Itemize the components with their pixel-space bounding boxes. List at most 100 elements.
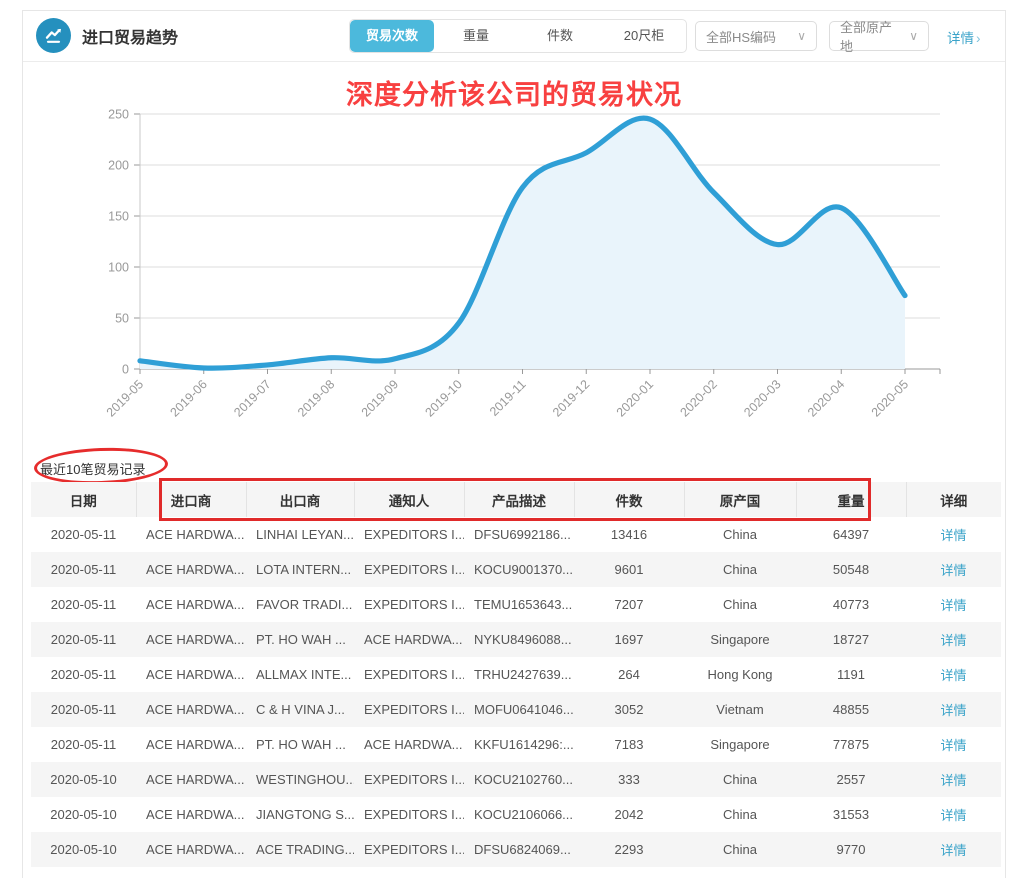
row-detail-link[interactable]: 详情 xyxy=(940,808,967,823)
cell-4: TRHU2427639... xyxy=(474,667,572,682)
cell-4: NYKU8496088... xyxy=(474,632,572,647)
cell-4: DFSU6992186... xyxy=(474,527,571,542)
tab-3[interactable]: 20尺柜 xyxy=(623,28,665,43)
cell-5: 7183 xyxy=(614,737,644,752)
cell-1: ACE HARDWA... xyxy=(146,527,245,542)
svg-text:2019-06: 2019-06 xyxy=(168,377,210,419)
cell-6: China xyxy=(723,772,757,787)
cell-6: China xyxy=(723,562,757,577)
row-detail-link[interactable]: 详情 xyxy=(940,668,967,683)
cell-7: 77875 xyxy=(832,737,870,752)
tab-0[interactable]: 贸易次数 xyxy=(350,20,434,52)
cell-4: TEMU1653643... xyxy=(474,597,573,612)
column-header-1: 进口商 xyxy=(136,482,247,517)
table-row: 2020-05-11 ACE HARDWA... PT. HO WAH ... ACE… xyxy=(31,727,1001,762)
svg-text:2019-08: 2019-08 xyxy=(295,377,337,419)
table-row: 2020-05-11 ACE HARDWA... LINHAI LEYAN... EX… xyxy=(31,517,1001,552)
svg-text:2019-12: 2019-12 xyxy=(550,377,592,419)
chevron-down-icon: ∨ xyxy=(797,29,806,43)
row-detail-link[interactable]: 详情 xyxy=(940,563,967,578)
cell-5: 7207 xyxy=(614,597,644,612)
cell-0: 2020-05-11 xyxy=(50,667,117,682)
column-header-8: 详细 xyxy=(906,482,1001,517)
column-header-5: 件数 xyxy=(574,482,685,517)
cell-4: KOCU9001370... xyxy=(474,562,574,577)
svg-text:2020-01: 2020-01 xyxy=(614,377,656,419)
page-title: 进口贸易趋势 xyxy=(82,29,179,47)
svg-text:2020-05: 2020-05 xyxy=(869,377,911,419)
cell-0: 2020-05-10 xyxy=(50,807,117,822)
red-annotation-title: 深度分析该公司的贸易状况 xyxy=(346,80,682,110)
row-detail-link[interactable]: 详情 xyxy=(940,633,967,648)
cell-4: MOFU0641046... xyxy=(474,702,574,717)
cell-5: 264 xyxy=(618,667,640,682)
cell-6: China xyxy=(723,527,757,542)
cell-3: EXPEDITORS I... xyxy=(364,842,464,857)
row-detail-link[interactable]: 详情 xyxy=(940,773,967,788)
cell-3: EXPEDITORS I... xyxy=(364,702,464,717)
cell-3: ACE HARDWA... xyxy=(364,737,463,752)
row-detail-link[interactable]: 详情 xyxy=(940,703,967,718)
tab-1[interactable]: 重量 xyxy=(462,28,489,43)
row-detail-link[interactable]: 详情 xyxy=(940,528,967,543)
origin-select-value: 全部原产地 xyxy=(840,20,893,54)
column-header-6: 原产国 xyxy=(684,482,797,517)
cell-5: 13416 xyxy=(610,527,648,542)
table-row: 2020-05-10 ACE HARDWA... WESTINGHOU... EXPE… xyxy=(31,762,1001,797)
cell-1: ACE HARDWA... xyxy=(146,702,245,717)
origin-select[interactable]: 全部原产地 ∨ xyxy=(829,20,929,54)
cell-0: 2020-05-10 xyxy=(50,772,117,787)
metric-tab-group: 贸易次数 重量 件数 20尺柜 xyxy=(349,19,687,53)
recent-records-label: 最近10笔贸易记录 xyxy=(40,462,146,477)
cell-6: China xyxy=(723,597,757,612)
cell-1: ACE HARDWA... xyxy=(146,562,245,577)
table-row: 2020-05-10 ACE HARDWA... JIANGTONG S... EXP… xyxy=(31,797,1001,832)
svg-text:2019-10: 2019-10 xyxy=(423,377,465,419)
cell-0: 2020-05-11 xyxy=(50,562,117,577)
cell-3: EXPEDITORS I... xyxy=(364,597,464,612)
cell-1: ACE HARDWA... xyxy=(146,597,245,612)
cell-4: KKFU1614296:... xyxy=(474,737,574,752)
table-row: 2020-05-10 ACE HARDWA... ACE TRADING... EXP… xyxy=(31,832,1001,867)
card-header: 进口贸易趋势 贸易次数 重量 件数 20尺柜 全部HS编码 ∨ 全部原产地 ∨ 详情 › xyxy=(23,11,1005,62)
row-detail-link[interactable]: 详情 xyxy=(940,738,967,753)
svg-text:250: 250 xyxy=(108,108,129,122)
cell-7: 1191 xyxy=(837,667,865,682)
cell-5: 1697 xyxy=(614,632,644,647)
row-detail-link[interactable]: 详情 xyxy=(940,598,967,613)
cell-6: Hong Kong xyxy=(707,667,773,682)
cell-4: KOCU2102760... xyxy=(474,772,574,787)
cell-7: 40773 xyxy=(832,597,870,612)
cell-2: PT. HO WAH ... xyxy=(256,737,346,752)
cell-2: LOTA INTERN... xyxy=(256,562,352,577)
cell-2: C & H VINA J... xyxy=(256,702,345,717)
cell-5: 9601 xyxy=(614,562,644,577)
svg-text:100: 100 xyxy=(108,261,129,275)
table-row: 2020-05-11 ACE HARDWA... C & H VINA J... EX… xyxy=(31,692,1001,727)
title-wrap: 进口贸易趋势 xyxy=(36,18,178,53)
cell-0: 2020-05-11 xyxy=(50,632,117,647)
cell-1: ACE HARDWA... xyxy=(146,737,245,752)
cell-0: 2020-05-11 xyxy=(50,702,117,717)
cell-6: Vietnam xyxy=(716,702,764,717)
cell-7: 31553 xyxy=(832,807,870,822)
cell-3: EXPEDITORS I... xyxy=(364,807,464,822)
trade-records-table: 日期 进口商 出口商 通知人 产品描述 件数 原产国 重量 详细 2020-05-11 ACE H… xyxy=(31,482,1001,867)
cell-7: 64397 xyxy=(832,527,870,542)
table-header-row: 日期 进口商 出口商 通知人 产品描述 件数 原产国 重量 详细 xyxy=(31,482,1001,517)
header-detail-link[interactable]: 详情 › xyxy=(947,31,981,46)
cell-3: EXPEDITORS I... xyxy=(364,667,464,682)
svg-text:50: 50 xyxy=(115,312,129,326)
row-detail-link[interactable]: 详情 xyxy=(940,843,967,858)
cell-1: ACE HARDWA... xyxy=(146,807,245,822)
table-row: 2020-05-11 ACE HARDWA... ALLMAX INTE... EXP… xyxy=(31,657,1001,692)
tab-2[interactable]: 件数 xyxy=(546,28,573,43)
svg-text:2020-04: 2020-04 xyxy=(805,377,847,419)
cell-3: EXPEDITORS I... xyxy=(364,772,464,787)
cell-5: 2042 xyxy=(614,807,644,822)
cell-2: PT. HO WAH ... xyxy=(256,632,346,647)
hs-code-select[interactable]: 全部HS编码 ∨ xyxy=(695,21,817,51)
hs-code-select-value: 全部HS编码 xyxy=(706,29,777,45)
cell-0: 2020-05-11 xyxy=(50,597,117,612)
svg-text:2020-03: 2020-03 xyxy=(741,377,783,419)
